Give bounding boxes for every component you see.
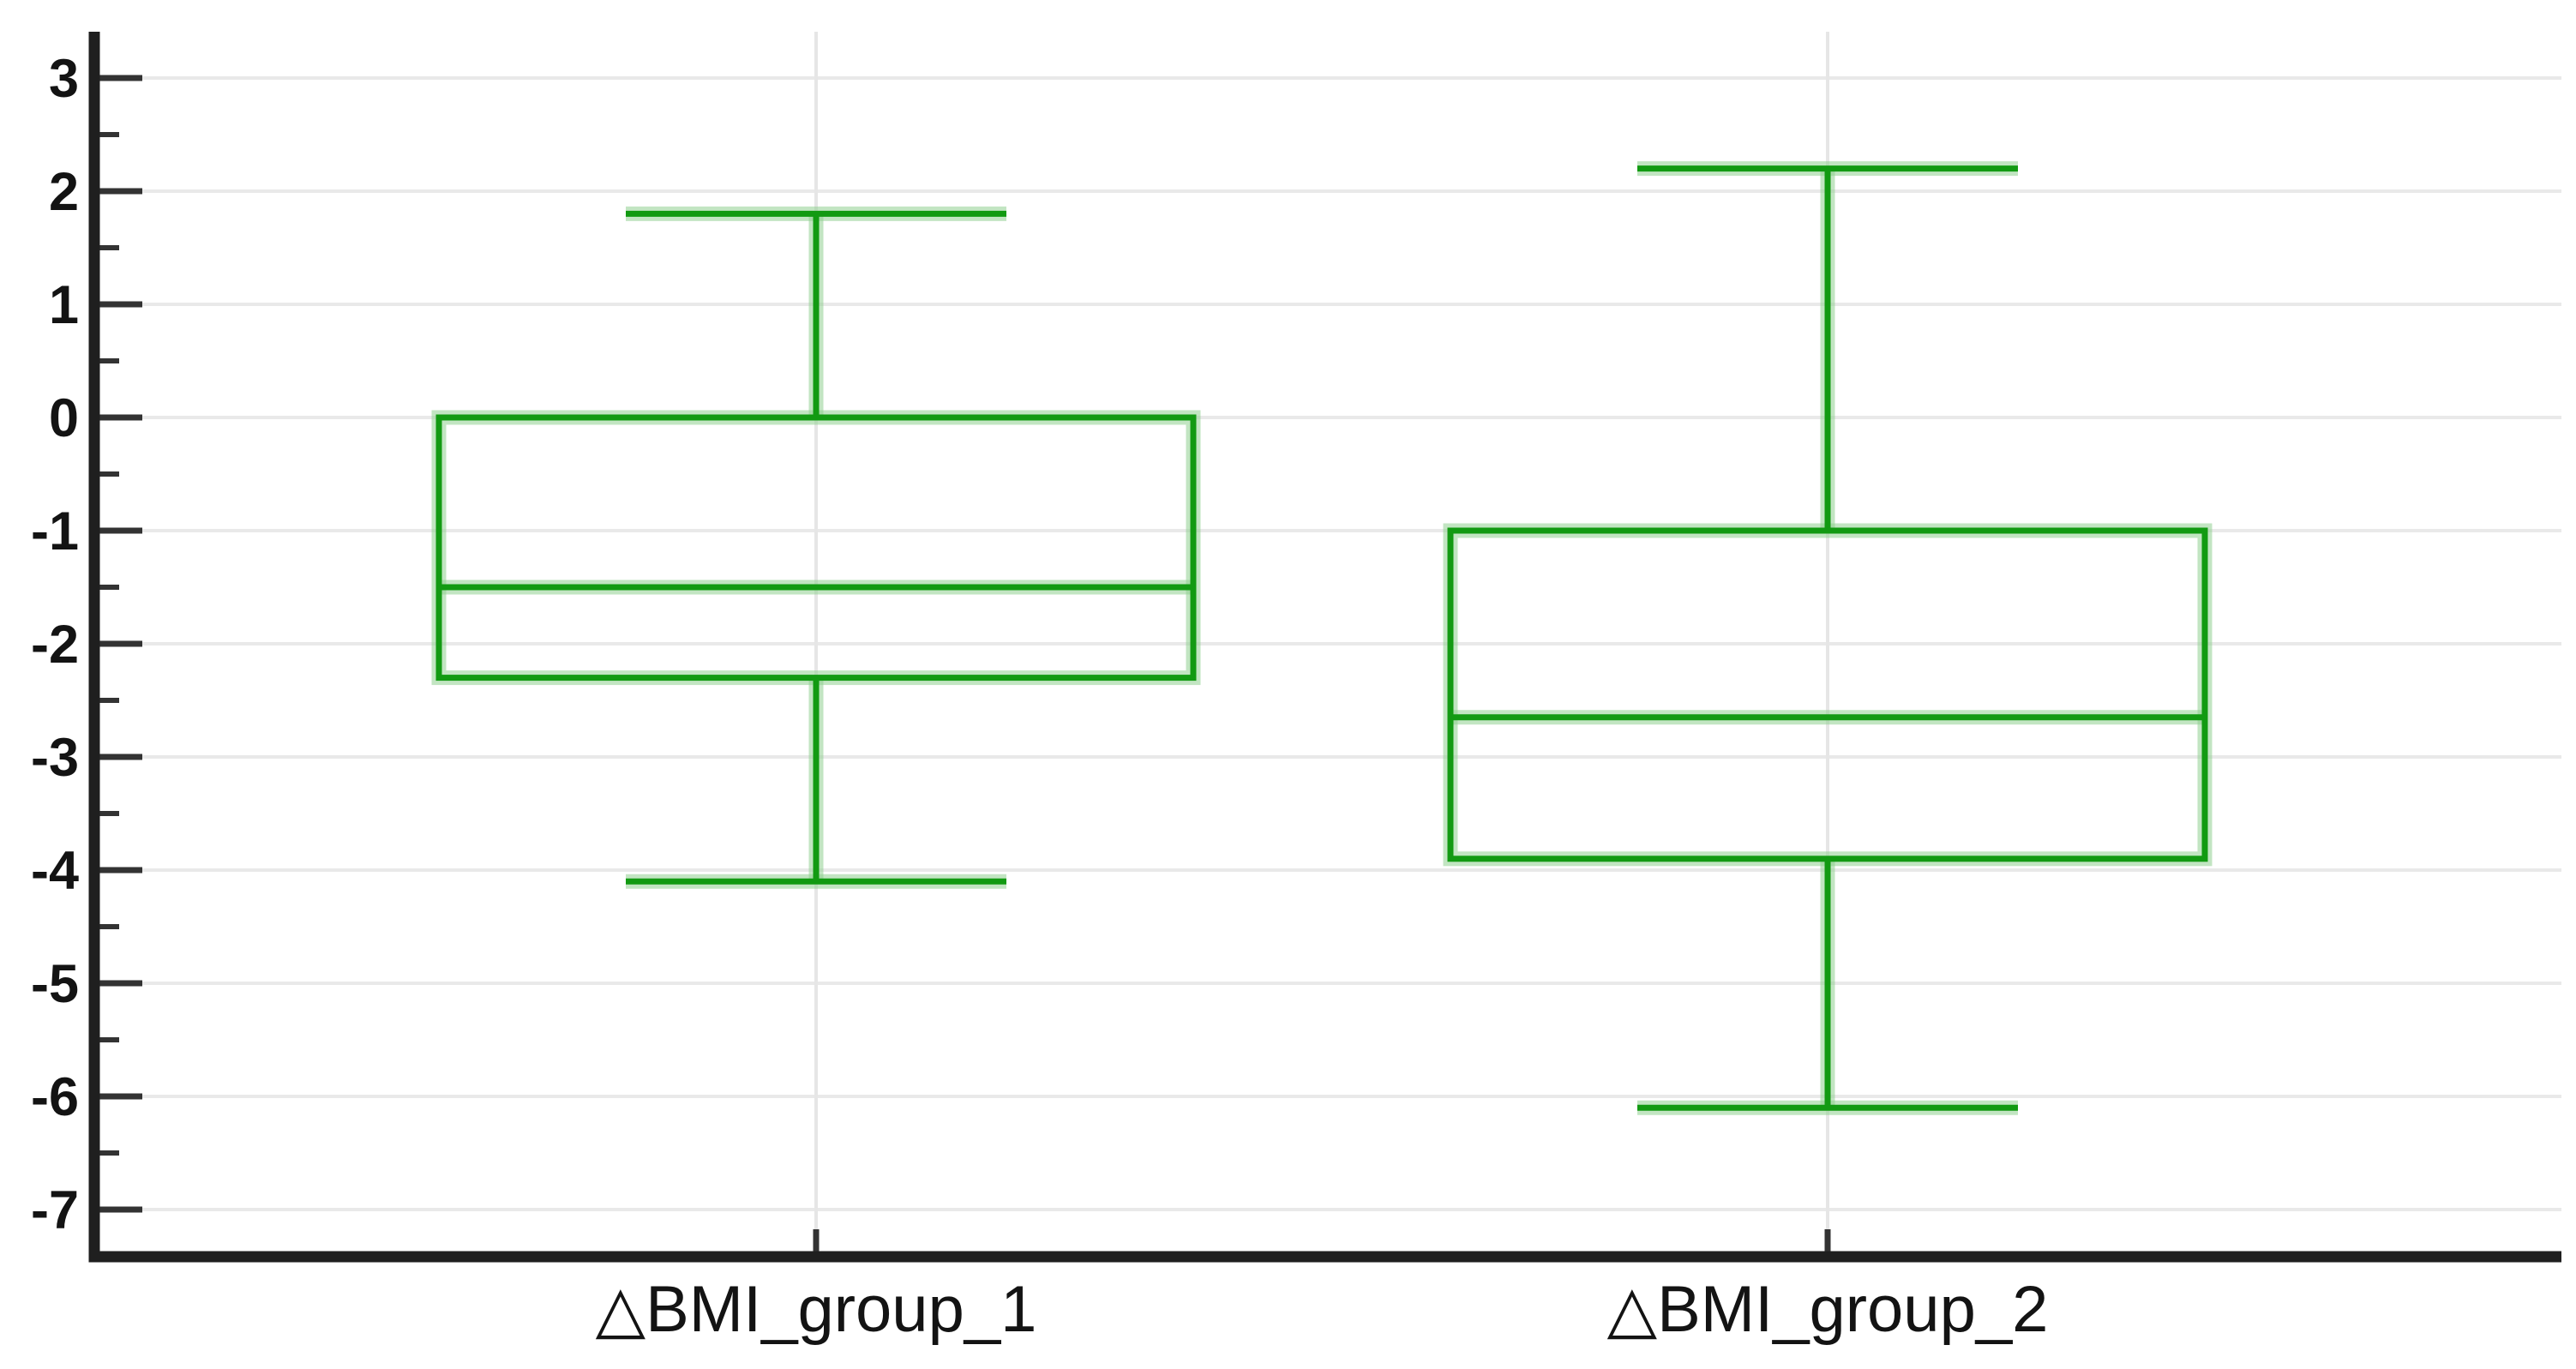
axis-labels-group: 3 2 1 0 -1 -2 -3 -4 -5 -6 -7 △BMI_group_1 △BMI_group… bbox=[31, 49, 2048, 1346]
axes-group bbox=[88, 32, 2561, 1263]
y-axis-label: -6 bbox=[31, 1067, 79, 1127]
y-axis-label: -7 bbox=[31, 1180, 79, 1240]
y-axis-label: -4 bbox=[31, 841, 79, 901]
gridlines-group bbox=[142, 76, 2561, 1211]
x-axis-line bbox=[88, 1251, 2561, 1263]
y-axis-label: -3 bbox=[31, 728, 79, 788]
y-axis-label: -1 bbox=[31, 501, 79, 561]
y-axis-label: 1 bbox=[49, 275, 79, 335]
box-group-2 bbox=[1443, 161, 2213, 1115]
y-axis-label: -2 bbox=[31, 615, 79, 675]
boxes-group bbox=[431, 161, 2213, 1115]
box-group-1 bbox=[431, 206, 1201, 889]
y-axis-label: 2 bbox=[49, 162, 79, 222]
iqr-box bbox=[1447, 527, 2208, 862]
y-axis-line bbox=[88, 32, 100, 1263]
y-axis-label: 3 bbox=[49, 49, 79, 109]
iqr-box bbox=[435, 414, 1197, 681]
y-axis-label: 0 bbox=[49, 388, 79, 448]
x-axis-label: △BMI_group_1 bbox=[596, 1273, 1037, 1346]
y-axis-label: -5 bbox=[31, 954, 79, 1014]
x-axis-label: △BMI_group_2 bbox=[1607, 1273, 2049, 1346]
